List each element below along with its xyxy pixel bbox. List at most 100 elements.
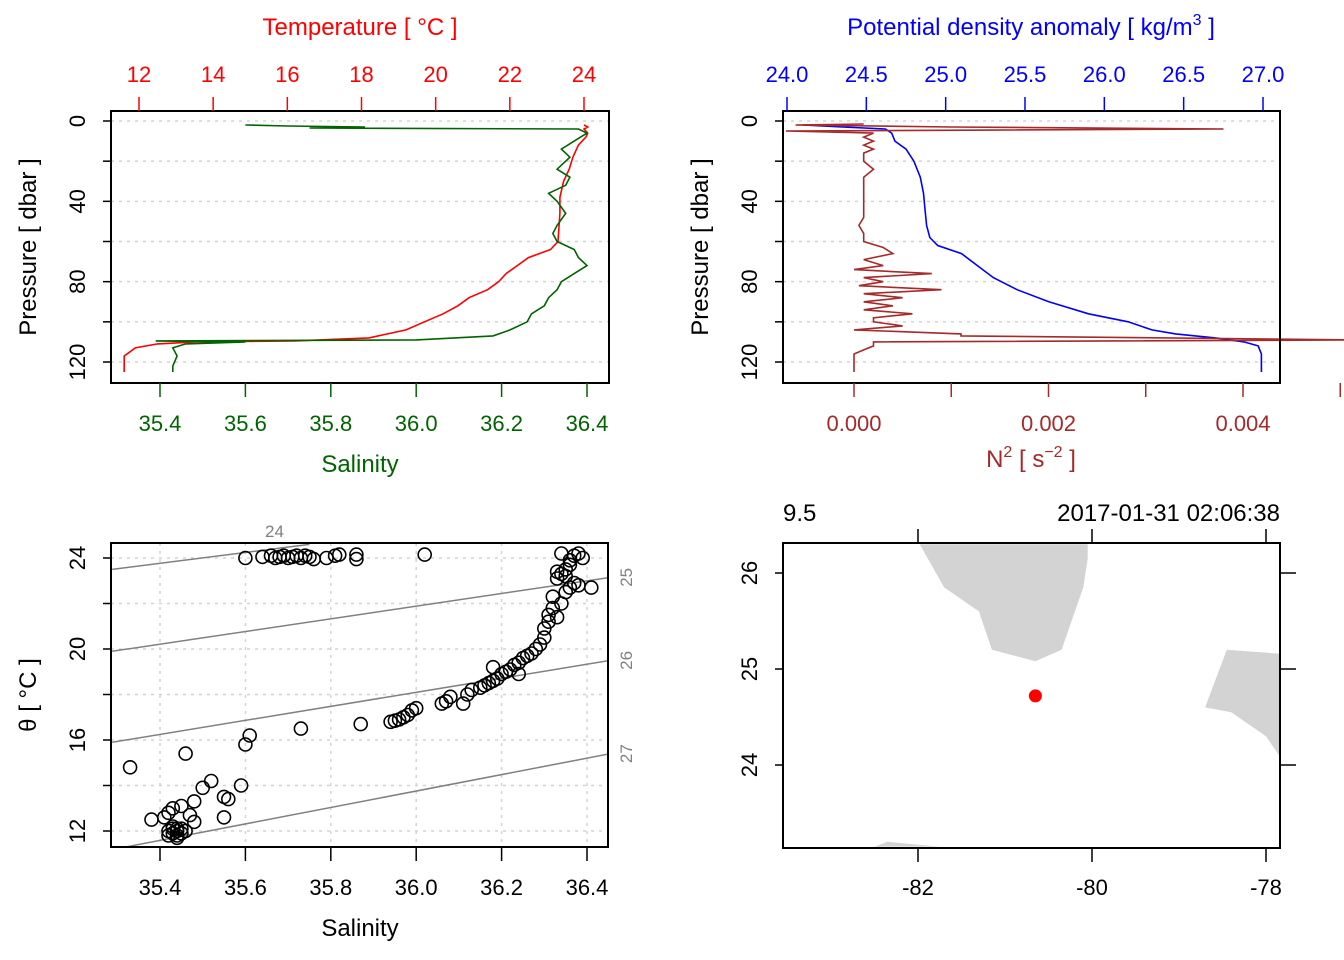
- p1-y-tick-label: 80: [65, 269, 90, 293]
- p2-y-axis-title: Pressure [ dbar ]: [687, 158, 714, 335]
- p3-x-tick-label: 35.6: [224, 875, 267, 900]
- p3-x-tick-label: 36.4: [566, 875, 609, 900]
- p1-bottom-tick-label: 35.8: [309, 411, 352, 436]
- p3-point: [242, 728, 257, 743]
- p4-x-tick-label: -78: [1250, 875, 1282, 900]
- p4-plot-frame: [782, 542, 1281, 849]
- p4-top-left-label: 9.5: [783, 500, 816, 527]
- p3-y-tick-label: 24: [65, 546, 90, 570]
- p3-point: [161, 805, 176, 821]
- p4-y-tick-label: 24: [737, 753, 762, 777]
- p3-point: [169, 830, 185, 846]
- p4-axes: -82 -80 -78 24 25 26: [737, 529, 1296, 900]
- p3-point: [575, 550, 591, 566]
- p3-x-tick-label: 35.8: [309, 875, 352, 900]
- p4-land-polygon: [874, 841, 940, 847]
- p3-point: [203, 773, 219, 789]
- p1-bottom-axis-title: Salinity: [321, 451, 398, 478]
- panel-station-map: -82 -80 -78 24 25 26 9.5 2017-01-31 02:06:38: [737, 500, 1296, 900]
- p1-y-tick-label: 0: [65, 115, 90, 127]
- p1-plot-frame: [110, 110, 610, 384]
- p3-point: [438, 693, 454, 709]
- p3-point: [165, 821, 181, 837]
- p3-point: [186, 814, 202, 830]
- p1-lines: [123, 124, 590, 372]
- p4-top-right-label: 2017-01-31 02:06:38: [1057, 500, 1280, 527]
- p3-point: [558, 584, 574, 600]
- p1-top-tick-label: 12: [127, 62, 151, 87]
- p1-top-axis-title: Temperature [ °C ]: [263, 14, 458, 41]
- p3-point: [417, 547, 433, 562]
- p2-top-tick-label: 25.5: [1004, 62, 1047, 87]
- p1-bottom-tick-label: 35.4: [139, 411, 182, 436]
- p3-isopycnal-label-25: 25: [617, 568, 636, 587]
- p3-x-tick-label: 36.0: [395, 875, 438, 900]
- p3-point: [349, 551, 364, 567]
- p3-point: [186, 794, 202, 809]
- p1-bottom-tick-label: 36.4: [566, 411, 609, 436]
- p3-point: [443, 689, 458, 705]
- p3-y-tick-label: 20: [65, 637, 90, 661]
- p3-point: [144, 812, 159, 827]
- p3-point: [545, 600, 561, 616]
- p2-bottom-tick-label: 0.004: [1215, 411, 1270, 436]
- p1-y-tick-label: 40: [65, 189, 90, 213]
- p3-point: [558, 568, 574, 584]
- p3-point: [238, 737, 253, 752]
- p2-bottom-axis-title: N2 [ s−2 ]: [986, 444, 1076, 473]
- p3-point: [306, 551, 322, 567]
- p4-y-tick-label: 25: [737, 657, 762, 681]
- panel-density-n2-profile: 0 40 80 120 24.0 24.5 25.0 25.5 26.0 26.5 27.0 0.00…: [687, 12, 1344, 473]
- p3-point: [455, 696, 471, 711]
- p2-plot-frame: [782, 110, 1281, 384]
- p2-top-axis-title-main: Potential density anomaly [ kg/m: [847, 14, 1193, 41]
- p3-point: [558, 562, 574, 577]
- p1-y-tick-label: 120: [65, 344, 90, 381]
- p2-axes: 0 40 80 120 24.0 24.5 25.0 25.5 26.0 26.5 27.0 0.00…: [737, 62, 1341, 436]
- p1-line-salinity: [155, 124, 589, 372]
- p2-top-tick-label: 25.0: [924, 62, 967, 87]
- p2-top-tick-label: 26.5: [1162, 62, 1205, 87]
- p1-line-temperature: [123, 124, 590, 372]
- p3-point: [549, 564, 565, 580]
- p2-top-tick-label: 24.0: [766, 62, 809, 87]
- p4-station-marker: [1028, 689, 1042, 703]
- p1-axes: 0 40 80 120 12 14 16 18 20 22 24 35.4 35.6 35.8 36.0 36…: [65, 62, 608, 436]
- p3-point: [536, 630, 552, 645]
- p2-top-axis-title: Potential density anomaly [ kg/m3 ]: [847, 12, 1215, 41]
- p3-point: [571, 546, 586, 561]
- p2-top-tick-label: 26.0: [1083, 62, 1126, 87]
- p3-x-tick-label: 35.4: [139, 875, 182, 900]
- p3-point: [571, 577, 586, 593]
- p2-grid: [783, 120, 1280, 363]
- p3-point: [293, 721, 309, 736]
- p2-y-tick-label: 80: [737, 269, 762, 293]
- p3-point: [549, 571, 565, 586]
- p3-point: [221, 791, 236, 807]
- p3-point: [460, 687, 475, 702]
- p3-point: [528, 641, 544, 657]
- p4-station-layer: [1028, 689, 1042, 703]
- p1-top-tick-label: 14: [201, 62, 225, 87]
- p3-x-tick-label: 36.2: [480, 875, 523, 900]
- p2-line-potential-density-anomaly: [802, 124, 1263, 372]
- p3-point: [233, 778, 249, 793]
- p1-y-axis-title: Pressure [ dbar ]: [15, 158, 42, 335]
- p3-isopycnal-label-26: 26: [617, 651, 636, 670]
- p1-top-tick-label: 24: [572, 62, 596, 87]
- p2-top-tick-label: 27.0: [1242, 62, 1285, 87]
- p4-x-tick-label: -82: [902, 875, 934, 900]
- p3-axes: 35.4 35.6 35.8 36.0 36.2 36.4 12 16 20 24: [65, 546, 608, 900]
- p1-bottom-tick-label: 35.6: [224, 411, 267, 436]
- p3-point: [178, 746, 193, 761]
- p3-point: [157, 810, 172, 825]
- p1-top-tick-label: 20: [423, 62, 447, 87]
- p3-point: [583, 580, 599, 595]
- p1-grid: [111, 120, 609, 363]
- p3-point: [353, 716, 369, 732]
- p2-top-tick-label: 24.5: [845, 62, 888, 87]
- p3-point: [122, 759, 138, 775]
- p3-point: [541, 614, 556, 630]
- p3-point: [349, 547, 364, 562]
